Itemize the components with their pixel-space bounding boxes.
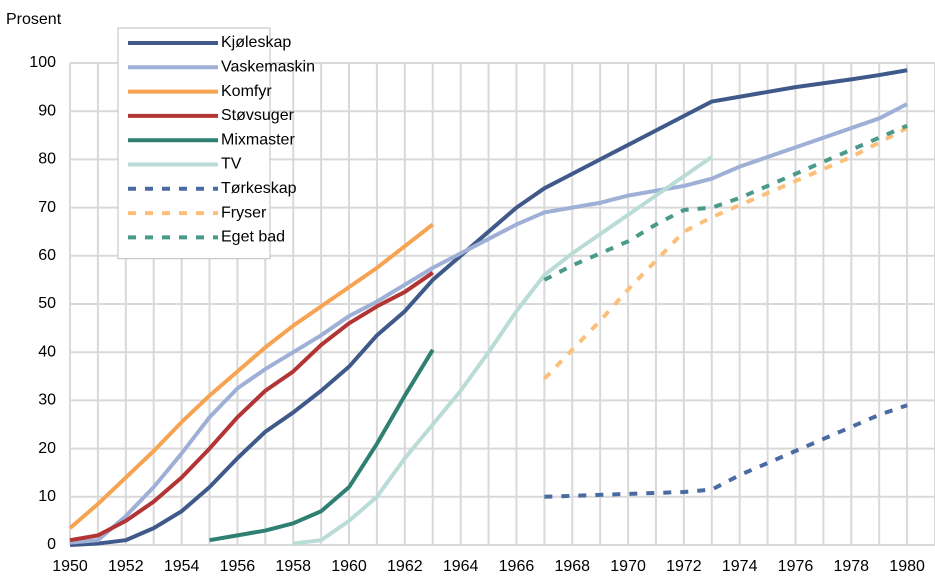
x-tick-label: 1976 — [778, 558, 814, 575]
series-line — [292, 155, 713, 546]
y-tick-label: 40 — [38, 343, 56, 360]
legend-label: Kjøleskap — [221, 34, 291, 51]
y-tick-label: 50 — [38, 295, 56, 312]
x-tick-label: 1956 — [220, 558, 256, 575]
x-tick-label: 1980 — [889, 558, 925, 575]
x-tick-label: 1978 — [833, 558, 869, 575]
x-tick-label: 1966 — [499, 558, 535, 575]
y-tick-label: 30 — [38, 392, 56, 409]
legend-label: Støvsuger — [221, 107, 295, 124]
legend-label: Mixmaster — [221, 131, 295, 148]
series-line — [69, 271, 434, 543]
legend-label: Vaskemaskin — [221, 59, 315, 76]
series-line — [543, 123, 908, 282]
x-tick-label: 1972 — [666, 558, 702, 575]
x-tick-label: 1950 — [52, 558, 88, 575]
series-line — [544, 403, 908, 499]
x-tick-label: 1962 — [387, 558, 423, 575]
series-line — [69, 102, 909, 545]
legend-label: Tørkeskap — [221, 180, 297, 197]
y-tick-label: 10 — [38, 488, 56, 505]
legend-label: Komfyr — [221, 83, 272, 100]
legend-label: Eget bad — [221, 229, 285, 246]
series-line — [68, 222, 434, 530]
x-tick-label: 1970 — [610, 558, 646, 575]
x-tick-label: 1968 — [554, 558, 590, 575]
x-tick-label: 1974 — [722, 558, 758, 575]
y-tick-label: 20 — [38, 440, 56, 457]
x-tick-label: 1952 — [108, 558, 144, 575]
plot — [68, 68, 909, 547]
legend-label: TV — [221, 156, 242, 173]
y-tick-label: 100 — [29, 54, 56, 71]
y-tick-label: 70 — [38, 199, 56, 216]
y-tick-label: 60 — [38, 247, 56, 264]
y-tick-label: 90 — [38, 102, 56, 119]
x-tick-label: 1960 — [331, 558, 367, 575]
series-line — [542, 126, 909, 381]
y-axis-label: Prosent — [6, 11, 62, 28]
series-line — [209, 348, 435, 543]
legend-label: Fryser — [221, 204, 267, 221]
series-line — [69, 68, 908, 547]
x-tick-label: 1954 — [164, 558, 200, 575]
y-tick-label: 0 — [47, 536, 56, 553]
y-tick-label: 80 — [38, 151, 56, 168]
x-tick-label: 1958 — [275, 558, 311, 575]
x-tick-label: 1964 — [443, 558, 479, 575]
